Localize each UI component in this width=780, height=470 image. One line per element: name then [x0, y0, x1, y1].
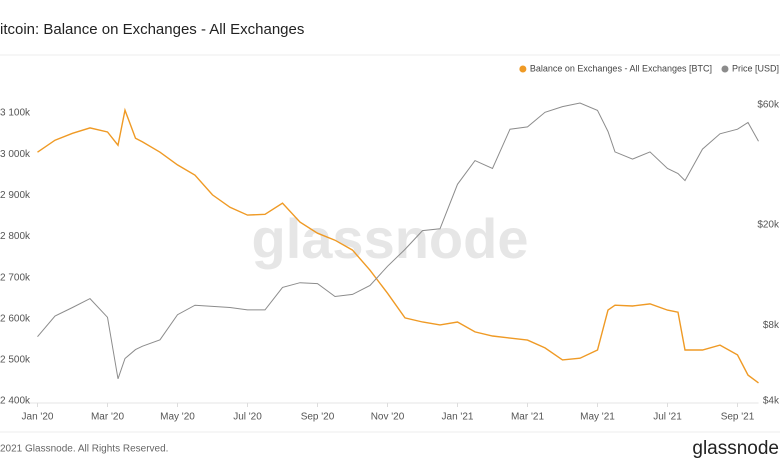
y-tick-label: 2 500k	[0, 355, 31, 366]
legend-label: Price [USD]	[732, 63, 779, 73]
y-tick-label: 2 600k	[0, 313, 31, 324]
y2-tick-label: $60k	[757, 99, 780, 110]
y-tick-label: 3 100k	[0, 108, 31, 119]
series-line	[37, 107, 759, 384]
y2-tick-label: $4k	[763, 396, 780, 407]
y-tick-label: 2 900k	[0, 190, 31, 201]
copyright: 2021 Glassnode. All Rights Reserved.	[0, 444, 168, 455]
logo: glassnode	[692, 438, 779, 459]
legend-swatch	[519, 65, 527, 73]
y-tick-label: 2 400k	[0, 396, 31, 407]
x-tick-label: Sep '21	[721, 412, 755, 423]
x-tick-label: Mar '20	[91, 412, 124, 423]
x-tick-label: Jan '21	[442, 412, 474, 423]
y-tick-label: 3 000k	[0, 149, 31, 160]
watermark: glassnode	[252, 207, 529, 270]
legend-swatch	[721, 65, 729, 73]
x-tick-label: Jul '20	[233, 412, 262, 423]
x-tick-label: Sep '20	[301, 412, 335, 423]
series-line	[37, 102, 759, 379]
chart-title: itcoin: Balance on Exchanges - All Excha…	[0, 21, 304, 38]
legend-label: Balance on Exchanges - All Exchanges [BT…	[530, 63, 712, 73]
x-tick-label: Jan '20	[22, 412, 54, 423]
y-tick-label: 2 800k	[0, 231, 31, 242]
x-tick-label: May '20	[160, 412, 195, 423]
x-tick-label: Jul '21	[653, 412, 682, 423]
x-tick-label: Mar '21	[511, 412, 544, 423]
y2-tick-label: $20k	[757, 220, 780, 231]
x-tick-label: May '21	[580, 412, 615, 423]
y-tick-label: 2 700k	[0, 272, 31, 283]
y2-tick-label: $8k	[763, 320, 780, 331]
x-tick-label: Nov '20	[371, 412, 405, 423]
